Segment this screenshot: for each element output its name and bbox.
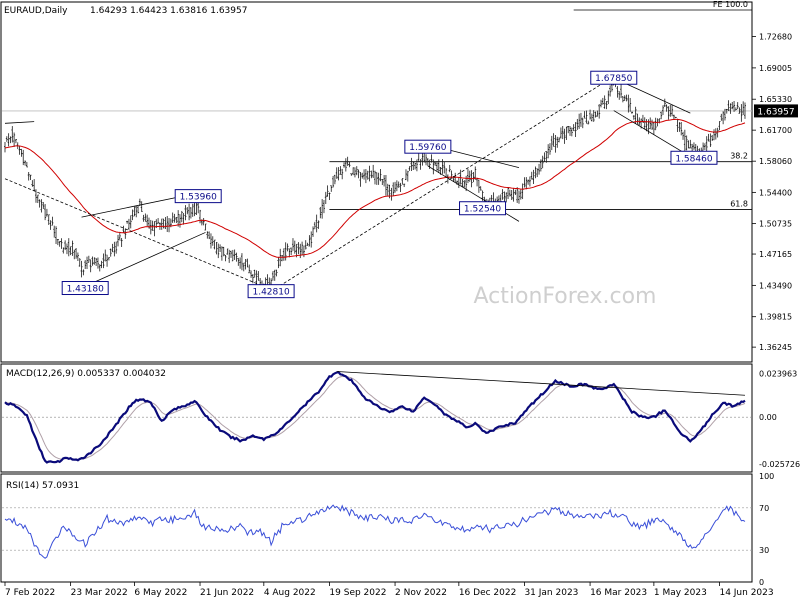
fib-level-label: 38.2 [730, 152, 748, 161]
price-annotation-label: 1.43180 [67, 285, 104, 295]
price-annotation-box [459, 201, 507, 216]
macd-signal-line [4, 375, 746, 460]
macd-y-tick-label: 0.023963 [759, 369, 797, 378]
panel-frame-1 [0, 363, 753, 473]
price-annotation-box [590, 70, 638, 85]
price-y-tick-label: 1.39815 [759, 313, 792, 322]
x-tick-label: 31 Jan 2023 [524, 588, 578, 598]
price-annotation-label: 1.42810 [252, 288, 289, 298]
x-tick-label: 6 May 2022 [134, 588, 187, 598]
trend-line [270, 76, 614, 292]
x-tick-label: 7 Feb 2022 [5, 588, 55, 598]
panel-frames [0, 1, 753, 583]
price-y-tick-label: 1.69005 [759, 64, 792, 73]
macd-y-tick-label: 0.00 [759, 413, 777, 422]
macd-label: MACD(12,26,9) 0.005337 0.004032 [6, 369, 166, 379]
fib-level-label: 61.8 [730, 199, 748, 208]
price-y-tick-label: 1.65330 [759, 95, 792, 104]
trend-line [613, 110, 691, 157]
price-annotation-label: 1.67850 [595, 74, 632, 84]
panel-frame-0 [0, 1, 753, 363]
price-y-tick-label: 1.58060 [759, 157, 792, 166]
price-annotation-box [174, 189, 222, 204]
price-annotation-box [61, 281, 109, 296]
x-tick-label: 21 Jun 2022 [200, 588, 254, 598]
macd-trend-line [336, 371, 746, 396]
price-y-tick-label: 1.43490 [759, 281, 792, 290]
rsi-panel [2, 504, 752, 559]
ema-line [4, 118, 746, 258]
macd-main-line [4, 371, 746, 464]
rsi-y-tick-label: 0 [759, 578, 764, 587]
x-tick-label: 4 Aug 2022 [264, 588, 316, 598]
price-annotation-label: 1.52540 [464, 205, 501, 215]
trend-line [81, 232, 206, 289]
current-price-box [754, 104, 798, 118]
trend-line [4, 121, 35, 124]
fib-level-label: FE 100.0 [713, 0, 748, 9]
symbol-label: EURAUD,Daily [4, 6, 68, 16]
x-tick-label: 19 Sep 2022 [329, 588, 386, 598]
price-annotation-box [247, 284, 295, 299]
trend-line [4, 178, 272, 290]
macd-panel [2, 371, 752, 464]
x-tick-label: 16 Mar 2023 [590, 588, 647, 598]
price-y-tick-label: 1.54400 [759, 188, 792, 197]
ohlc-label: 1.64293 1.64423 1.63816 1.63957 [90, 6, 247, 16]
price-annotation-label: 1.58460 [675, 154, 712, 164]
price-annotation-box [404, 139, 452, 154]
price-panel: FE 100.0 38.2 61.8 1.67850 1.59760 1.53960 1.5… [2, 0, 752, 299]
x-tick-label: 23 Mar 2022 [71, 588, 128, 598]
price-y-tick-label: 1.61700 [759, 126, 792, 135]
price-annotation-box [670, 150, 718, 165]
price-y-tick-label: 1.72680 [759, 33, 792, 42]
rsi-label: RSI(14) 57.0931 [6, 481, 79, 491]
price-annotation-label: 1.59760 [409, 143, 446, 153]
current-price-label: 1.63957 [757, 107, 794, 117]
rsi-y-tick-label: 30 [759, 546, 769, 555]
rsi-y-tick-label: 100 [759, 472, 774, 481]
panel-frame-2 [0, 473, 753, 583]
price-y-tick-label: 1.50735 [759, 220, 792, 229]
price-y-tick-label: 1.36245 [759, 343, 792, 352]
rsi-y-tick-label: 70 [759, 504, 769, 513]
axes: 1.72680 1.69005 1.65330 1.61700 1.58060 1.544… [4, 33, 800, 598]
x-tick-label: 14 Jun 2023 [719, 588, 773, 598]
rsi-line [4, 504, 746, 559]
price-annotation-label: 1.53960 [180, 193, 217, 203]
watermark-text: ActionForex.com [474, 284, 657, 309]
x-tick-label: 2 Nov 2022 [395, 588, 447, 598]
price-y-tick-label: 1.47165 [759, 250, 792, 259]
x-tick-label: 16 Dec 2022 [459, 588, 517, 598]
x-tick-label: 1 May 2023 [654, 588, 707, 598]
macd-y-tick-label: -0.025726 [759, 460, 800, 469]
